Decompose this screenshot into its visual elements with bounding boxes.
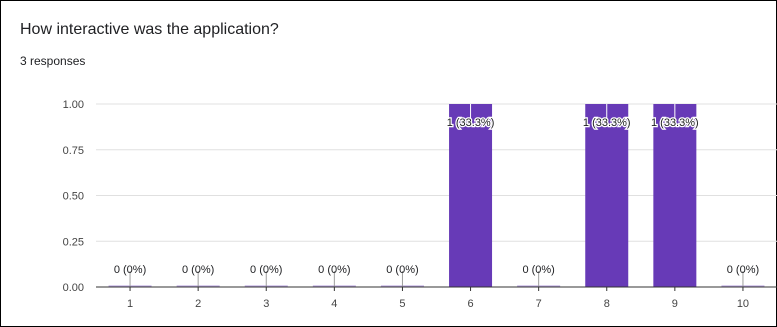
y-tick-label: 0.00 (63, 282, 84, 294)
data-label-1: 0 (0%) (114, 264, 146, 276)
data-label-10: 0 (0%) (727, 264, 759, 276)
bar-9[interactable] (653, 104, 697, 287)
data-label-6: 1 (33.3%) (447, 117, 495, 129)
y-tick-label: 0.25 (63, 236, 84, 248)
x-tick-label-2: 2 (195, 298, 201, 310)
x-tick-label-3: 3 (263, 298, 269, 310)
x-tick-label-4: 4 (331, 298, 337, 310)
data-label-9: 1 (33.3%) (651, 117, 699, 129)
data-label-8: 1 (33.3%) (583, 117, 631, 129)
x-tick-label-7: 7 (536, 298, 542, 310)
y-tick-label: 0.75 (63, 145, 84, 157)
x-tick-label-10: 10 (737, 298, 749, 310)
x-tick-label-8: 8 (604, 298, 610, 310)
x-tick-label-9: 9 (672, 298, 678, 310)
data-label-4: 0 (0%) (318, 264, 350, 276)
x-tick-label-1: 1 (127, 298, 133, 310)
x-tick-label-6: 6 (467, 298, 473, 310)
data-label-3: 0 (0%) (250, 264, 282, 276)
y-tick-label: 1.00 (63, 99, 84, 111)
question-title: How interactive was the application? (20, 21, 279, 38)
data-label-5: 0 (0%) (386, 264, 418, 276)
response-count: 3 responses (20, 54, 86, 68)
bar-6[interactable] (449, 104, 493, 287)
x-tick-label-5: 5 (399, 298, 405, 310)
bar-8[interactable] (585, 104, 629, 287)
data-label-2: 0 (0%) (182, 264, 214, 276)
data-label-7: 0 (0%) (522, 264, 554, 276)
y-tick-label: 0.50 (63, 191, 84, 203)
